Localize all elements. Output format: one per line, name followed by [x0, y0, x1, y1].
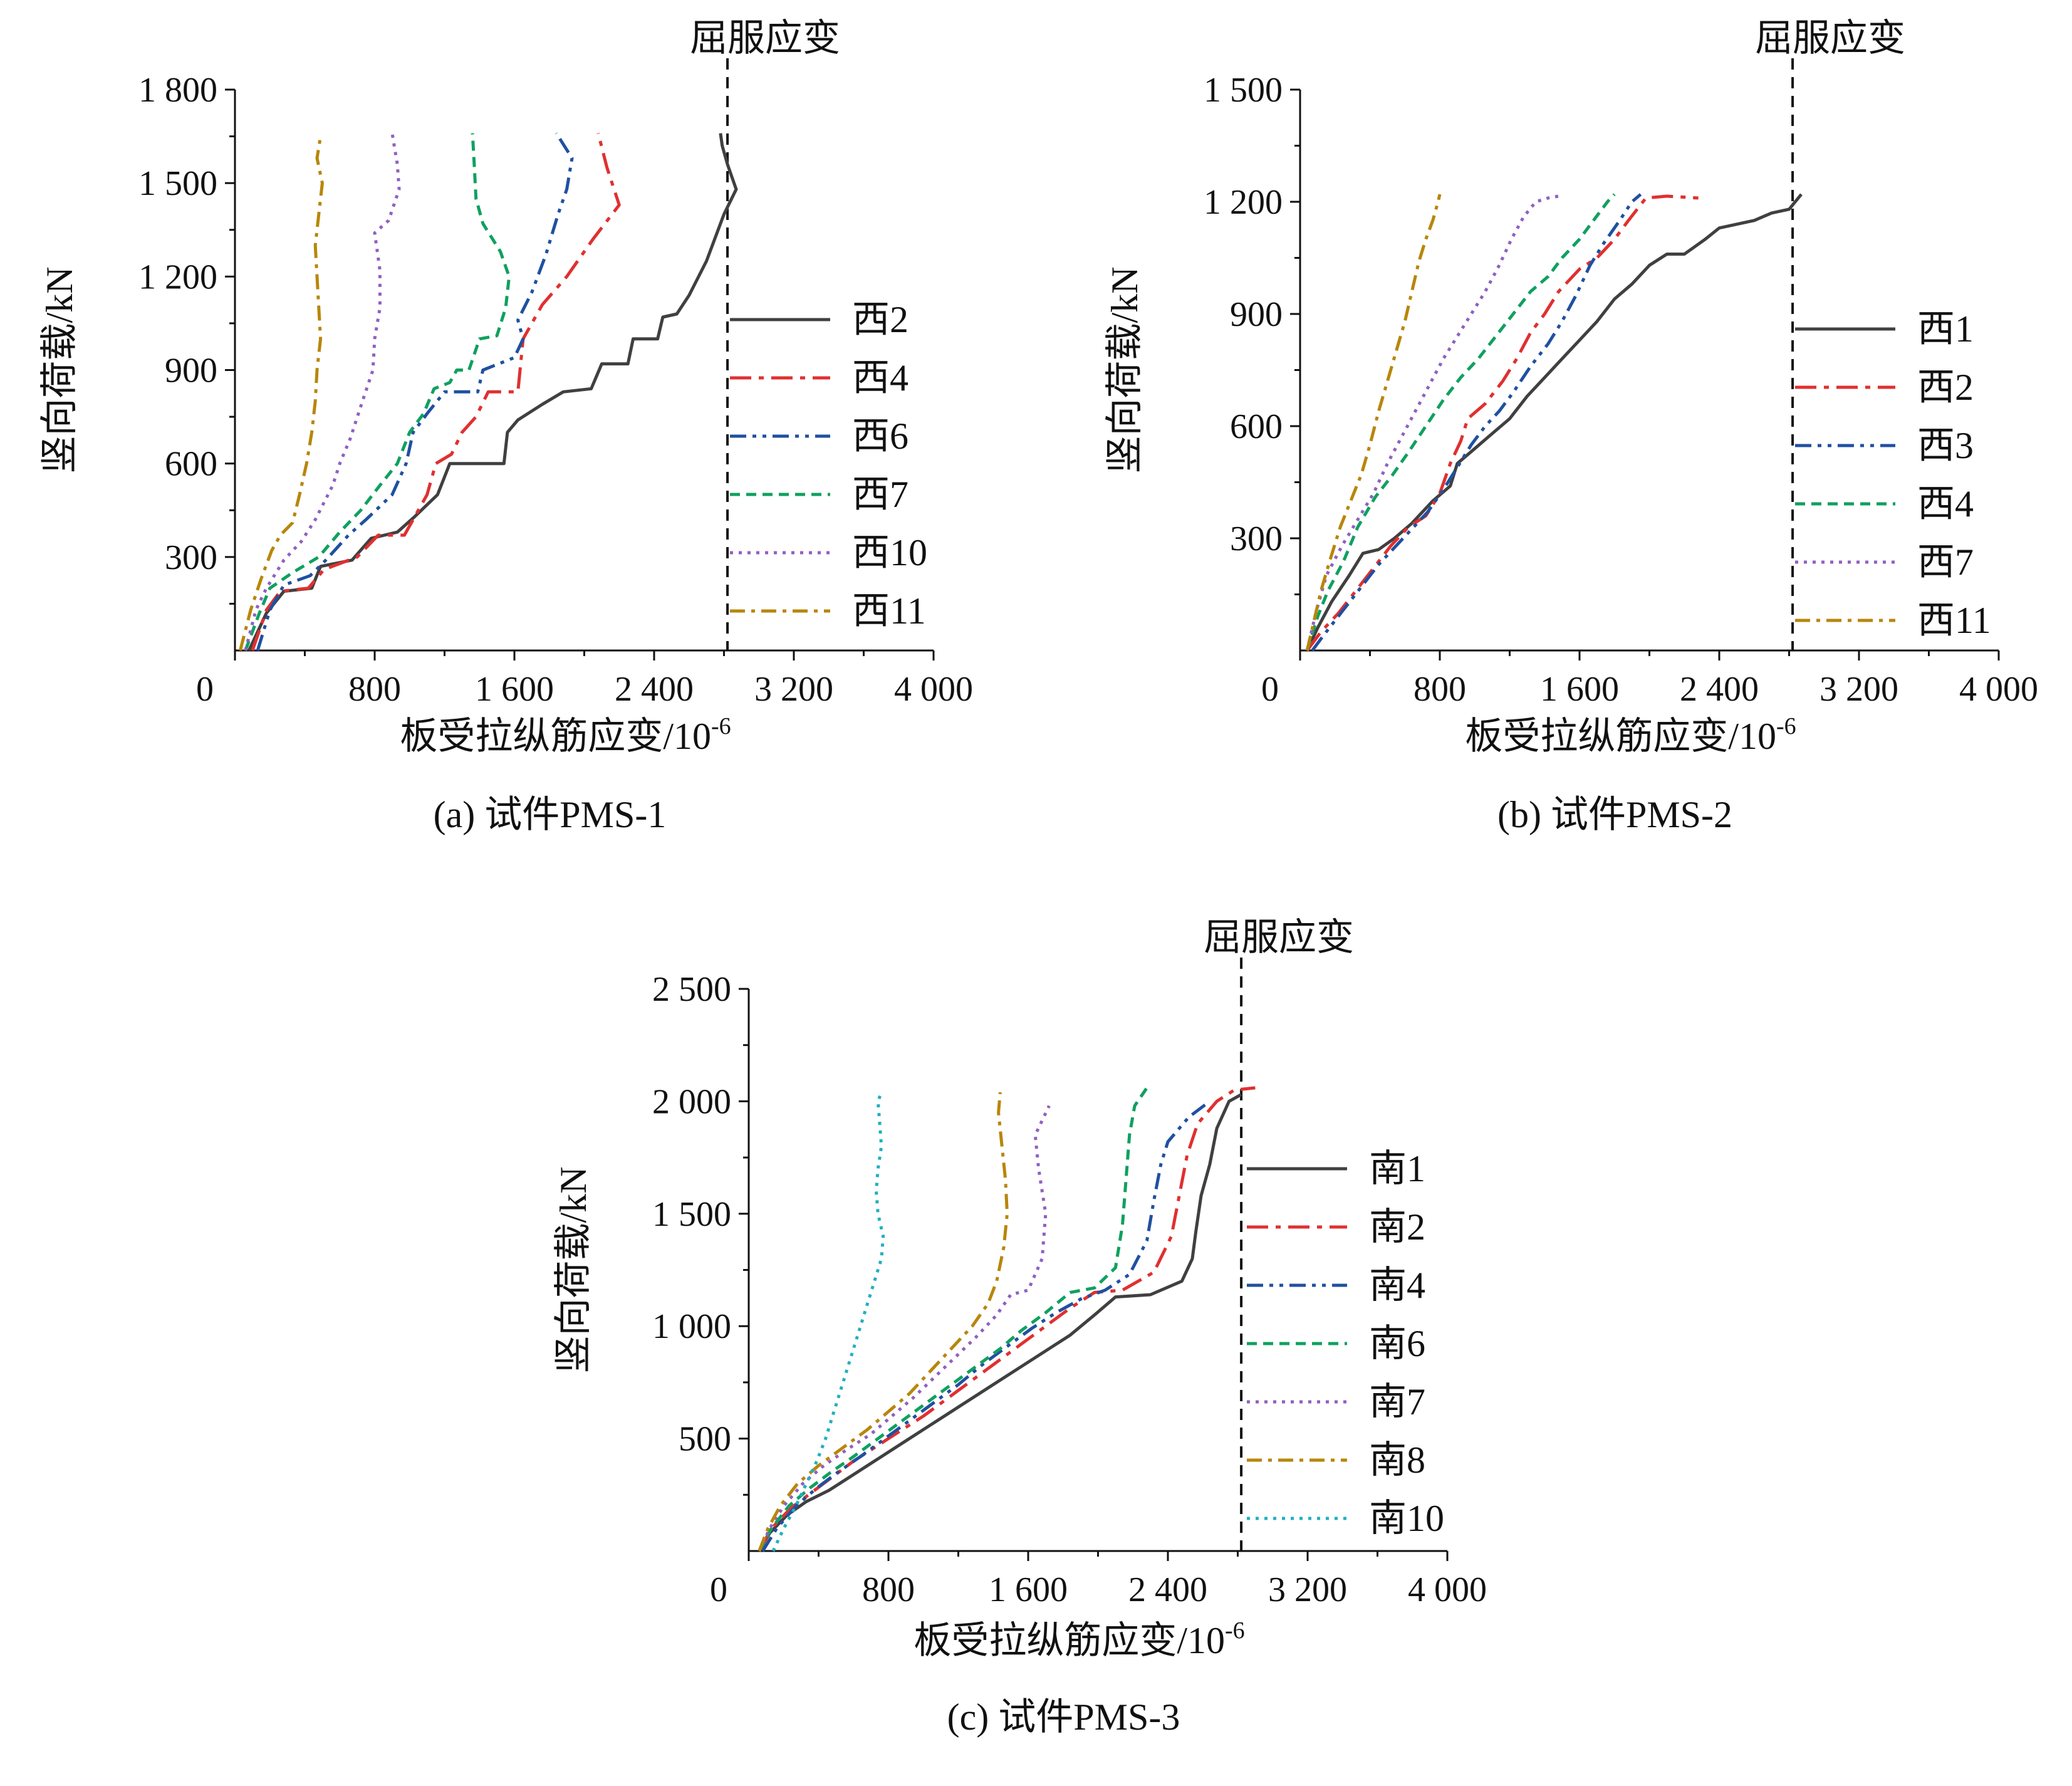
series-line	[757, 1086, 1256, 1552]
series-line	[244, 133, 511, 651]
legend-label: 西11	[852, 590, 926, 632]
y-tick-label: 2 500	[652, 970, 731, 1009]
x-tick-label: 4 000	[894, 670, 973, 709]
x-tick-label: 4 000	[1959, 670, 2038, 709]
series-line	[1311, 193, 1642, 652]
y-tick-label: 1 500	[652, 1195, 731, 1234]
series-line	[238, 136, 324, 651]
yield-label: 屈服应变	[1204, 917, 1354, 958]
chart-panel-2: 0 800 1 600 2 400 3 200 4 000 300 600 900 1 200 1 …	[1104, 18, 2038, 835]
yield-label: 屈服应变	[1755, 18, 1905, 59]
y-tick-label: 2 000	[652, 1082, 731, 1121]
panel-caption: (b) 试件PMS-2	[1497, 794, 1732, 835]
x-tick-label: 3 200	[1268, 1570, 1347, 1609]
x-tick-label: 1 600	[989, 1570, 1068, 1609]
legend-label: 西11	[1917, 600, 1991, 641]
legend-label: 南6	[1369, 1323, 1425, 1364]
y-tick-label: 900	[1230, 295, 1283, 334]
y-tick-label: 1 500	[138, 164, 217, 203]
y-tick-label: 600	[1230, 407, 1283, 446]
legend-label: 西10	[852, 532, 927, 573]
y-tick-label: 1 500	[1204, 71, 1283, 110]
legend-label: 西2	[852, 299, 908, 340]
series-line	[1305, 194, 1442, 651]
legend-label: 南1	[1369, 1148, 1425, 1189]
x-tick-label: 1 600	[1540, 670, 1619, 709]
series-line	[757, 1092, 1009, 1552]
x-tick-label: 4 000	[1408, 1570, 1487, 1609]
series-line	[1305, 193, 1803, 652]
x-axis-title: 板受拉纵筋应变/10-6	[400, 713, 731, 757]
legend-label: 西1	[1917, 308, 1974, 350]
legend-label: 南8	[1369, 1439, 1425, 1481]
series-line	[1305, 193, 1616, 651]
legend-label: 西4	[1917, 483, 1974, 525]
legend-label: 西7	[852, 474, 908, 515]
x-tick-label: 2 400	[1128, 1570, 1207, 1609]
series-line	[1306, 194, 1699, 652]
series-line	[251, 132, 621, 651]
yield-label: 屈服应变	[690, 18, 840, 59]
legend-label: 南10	[1369, 1498, 1444, 1539]
y-tick-label: 1 200	[1204, 183, 1283, 222]
y-tick-label: 900	[165, 352, 217, 390]
x-tick-label: 3 200	[1820, 670, 1898, 709]
chart-panel-1: 0 800 1 600 2 400 3 200 4 000 300 600 900 1 200 1 …	[39, 18, 973, 835]
y-axis-title: 竖向荷载/kN	[553, 1167, 594, 1374]
legend-label: 西7	[1917, 541, 1974, 583]
y-tick-label: 600	[165, 445, 217, 484]
x-tick-label: 2 400	[1680, 670, 1759, 709]
legend-label: 南4	[1369, 1265, 1425, 1306]
x-tick-label: 0	[1261, 670, 1279, 709]
series-line	[244, 133, 401, 651]
y-tick-label: 1 000	[652, 1307, 731, 1346]
x-tick-label: 0	[196, 670, 214, 709]
y-axis-title: 竖向荷载/kN	[39, 267, 80, 474]
y-tick-label: 500	[679, 1420, 731, 1459]
y-tick-label: 1 800	[138, 71, 217, 110]
legend-label: 南7	[1369, 1381, 1425, 1423]
legend-label: 西6	[852, 415, 908, 457]
legend-label: 西3	[1917, 425, 1974, 466]
panel-caption: (a) 试件PMS-1	[434, 794, 667, 835]
legend-label: 西2	[1917, 367, 1974, 408]
legend-label: 西4	[852, 357, 908, 399]
series-line	[757, 1105, 1051, 1552]
x-tick-label: 0	[710, 1570, 727, 1609]
y-tick-label: 1 200	[138, 258, 217, 296]
y-tick-label: 300	[165, 538, 217, 577]
series-line	[771, 1092, 885, 1552]
y-axis-title: 竖向荷载/kN	[1104, 267, 1145, 474]
series-line	[256, 132, 574, 651]
panel-caption: (c) 试件PMS-3	[947, 1696, 1180, 1738]
series-line	[761, 1100, 1211, 1552]
series-line	[757, 1087, 1148, 1552]
x-axis-title: 板受拉纵筋应变/10-6	[914, 1617, 1244, 1661]
x-tick-label: 3 200	[754, 670, 833, 709]
x-tick-label: 1 600	[475, 670, 554, 709]
y-tick-label: 300	[1230, 520, 1283, 558]
chart-panel-3: 0 800 1 600 2 400 3 200 4 000 500 1 000 1 500 2 0…	[553, 917, 1487, 1738]
x-tick-label: 2 400	[615, 670, 694, 709]
x-tick-label: 800	[862, 1570, 915, 1609]
x-tick-label: 800	[348, 670, 401, 709]
series-line	[1305, 194, 1559, 651]
x-tick-label: 800	[1413, 670, 1466, 709]
x-axis-title: 板受拉纵筋应变/10-6	[1465, 713, 1796, 757]
legend-label: 南2	[1369, 1206, 1425, 1248]
series-line	[757, 1093, 1242, 1552]
